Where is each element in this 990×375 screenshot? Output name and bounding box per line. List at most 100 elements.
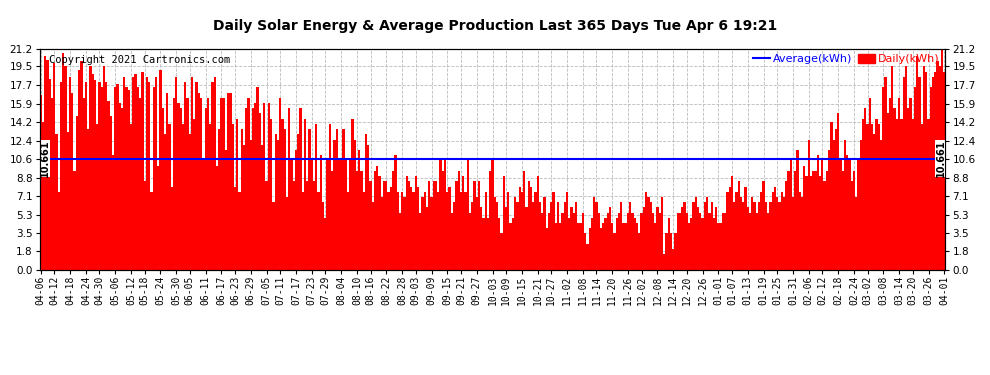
Bar <box>161 108 163 270</box>
Bar <box>96 124 98 270</box>
Bar <box>112 155 114 270</box>
Bar <box>422 197 424 270</box>
Text: Copyright 2021 Cartronics.com: Copyright 2021 Cartronics.com <box>49 56 230 65</box>
Bar <box>351 118 353 270</box>
Bar <box>198 93 200 270</box>
Bar <box>783 197 785 270</box>
Bar <box>49 79 50 270</box>
Bar <box>98 82 101 270</box>
Bar <box>699 213 702 270</box>
Bar <box>297 134 299 270</box>
Bar <box>480 207 482 270</box>
Bar <box>909 98 912 270</box>
Bar <box>925 72 928 270</box>
Bar <box>530 186 532 270</box>
Bar <box>882 87 884 270</box>
Bar <box>355 171 358 270</box>
Bar <box>150 192 152 270</box>
Bar <box>383 181 385 270</box>
Bar <box>438 192 440 270</box>
Bar <box>123 77 126 270</box>
Bar <box>401 192 403 270</box>
Bar <box>810 176 812 270</box>
Bar <box>764 202 767 270</box>
Bar <box>760 192 762 270</box>
Bar <box>790 160 792 270</box>
Bar <box>345 160 346 270</box>
Bar <box>295 150 297 270</box>
Bar <box>912 118 914 270</box>
Bar <box>528 181 530 270</box>
Bar <box>812 171 815 270</box>
Bar <box>734 202 736 270</box>
Bar <box>466 160 469 270</box>
Bar <box>505 207 507 270</box>
Bar <box>537 176 539 270</box>
Text: Daily Solar Energy & Average Production Last 365 Days Tue Apr 6 19:21: Daily Solar Energy & Average Production … <box>213 19 777 33</box>
Bar <box>598 213 600 270</box>
Bar <box>755 213 758 270</box>
Bar <box>80 61 82 270</box>
Bar <box>718 223 720 270</box>
Bar <box>214 77 216 270</box>
Bar <box>349 160 351 270</box>
Bar <box>738 181 740 270</box>
Bar <box>713 218 715 270</box>
Bar <box>614 234 616 270</box>
Bar <box>609 207 611 270</box>
Bar <box>831 122 833 270</box>
Bar <box>660 197 663 270</box>
Bar <box>248 98 249 270</box>
Bar <box>94 80 96 270</box>
Bar <box>101 87 103 270</box>
Bar <box>634 218 636 270</box>
Bar <box>62 53 64 270</box>
Bar <box>306 181 309 270</box>
Bar <box>455 181 457 270</box>
Bar <box>66 132 69 270</box>
Bar <box>799 192 801 270</box>
Bar <box>630 202 632 270</box>
Bar <box>940 49 943 270</box>
Bar <box>803 166 806 270</box>
Bar <box>566 192 568 270</box>
Bar <box>552 192 554 270</box>
Bar <box>708 213 711 270</box>
Bar <box>184 82 186 270</box>
Bar <box>607 213 609 270</box>
Bar <box>891 66 894 270</box>
Bar <box>575 202 577 270</box>
Bar <box>234 186 237 270</box>
Bar <box>665 234 667 270</box>
Bar <box>450 213 453 270</box>
Bar <box>91 74 94 270</box>
Bar <box>796 150 799 270</box>
Bar <box>889 98 891 270</box>
Bar <box>485 192 487 270</box>
Bar <box>715 207 718 270</box>
Bar <box>338 160 340 270</box>
Bar <box>625 223 627 270</box>
Bar <box>343 129 345 270</box>
Bar <box>780 192 783 270</box>
Bar <box>279 98 281 270</box>
Bar <box>532 202 535 270</box>
Bar <box>274 134 277 270</box>
Bar <box>711 202 713 270</box>
Bar <box>692 202 695 270</box>
Bar <box>900 118 903 270</box>
Bar <box>914 87 916 270</box>
Bar <box>774 186 776 270</box>
Bar <box>103 66 105 270</box>
Bar <box>674 234 676 270</box>
Bar <box>852 171 855 270</box>
Bar <box>627 213 630 270</box>
Bar <box>873 134 875 270</box>
Bar <box>191 77 193 270</box>
Bar <box>107 101 110 270</box>
Bar <box>921 124 923 270</box>
Bar <box>408 181 410 270</box>
Bar <box>815 171 817 270</box>
Bar <box>494 197 496 270</box>
Bar <box>50 98 53 270</box>
